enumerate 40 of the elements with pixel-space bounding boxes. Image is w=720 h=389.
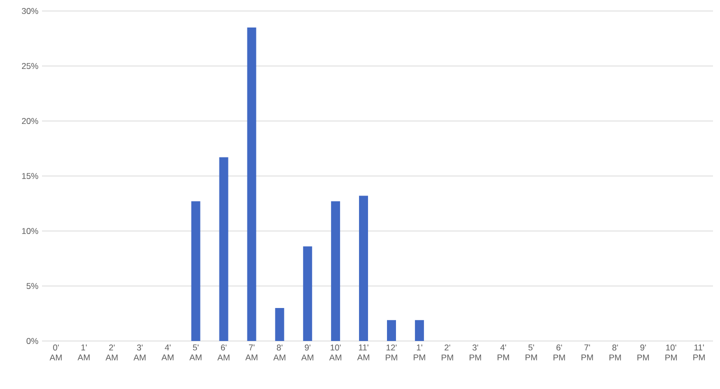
x-tick-label: 4' AM <box>161 344 174 360</box>
y-tick-label: 5% <box>26 283 38 289</box>
x-tick-label: 8' PM <box>609 344 621 360</box>
bar <box>219 157 228 341</box>
y-tick-label: 10% <box>22 228 38 234</box>
x-tick-label: 9' AM <box>301 344 314 360</box>
x-tick-label: 11' AM <box>357 344 370 360</box>
y-tick-label: 30% <box>22 8 38 14</box>
y-tick-label: 15% <box>22 173 38 179</box>
x-tick-label: 12' PM <box>386 344 398 360</box>
x-tick-label: 10' AM <box>329 344 342 360</box>
bar <box>191 201 200 341</box>
y-tick-label: 20% <box>22 118 38 124</box>
x-tick-label: 3' AM <box>134 344 146 360</box>
x-tick-label: 0' AM <box>50 344 62 360</box>
x-tick-label: 7' PM <box>582 344 593 360</box>
y-tick-label: 25% <box>22 63 38 69</box>
bar <box>386 320 396 341</box>
x-tick-label: 5' AM <box>189 344 202 360</box>
bar <box>275 308 284 341</box>
bar <box>359 196 368 341</box>
x-tick-label: 8' AM <box>273 344 286 360</box>
x-tick-label: 9' PM <box>637 344 649 360</box>
x-tick-label: 1' PM <box>414 344 426 360</box>
bar <box>331 201 340 341</box>
x-tick-label: 10' PM <box>665 344 677 360</box>
x-tick-label: 4' PM <box>498 344 509 360</box>
x-tick-label: 6' AM <box>217 344 230 360</box>
x-tick-label: 2' PM <box>442 344 454 360</box>
bar <box>247 28 256 341</box>
x-tick-label: 11' PM <box>693 344 705 360</box>
x-tick-label: 1' AM <box>78 344 90 360</box>
x-tick-label: 2' AM <box>106 344 118 360</box>
y-tick-label: 0% <box>26 338 38 344</box>
x-tick-label: 5' PM <box>526 344 537 360</box>
x-tick-label: 7' AM <box>245 344 258 360</box>
x-tick-label: 6' PM <box>554 344 565 360</box>
bar <box>303 246 312 341</box>
x-tick-label: 3' PM <box>470 344 482 360</box>
bar <box>414 320 424 341</box>
